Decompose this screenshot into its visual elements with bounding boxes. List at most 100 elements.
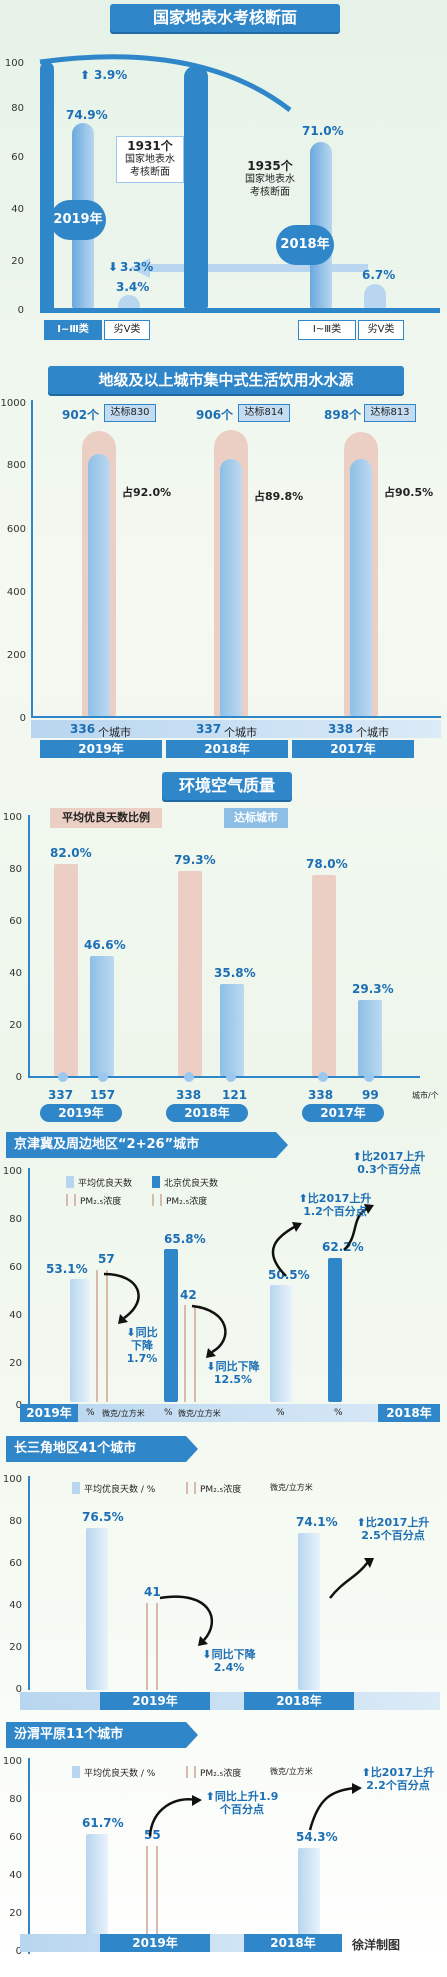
s6-bar-2018-pct <box>298 1848 320 1952</box>
s6-val-pm2019: 55 <box>144 1828 161 1842</box>
s5-tick-100: 100 <box>2 1474 22 1485</box>
s3-year-2018: 2018年 <box>166 1104 248 1122</box>
s3-count-2019-b: 157 <box>90 1088 116 1102</box>
s4-unit-2018-bjpct: % <box>334 1408 343 1418</box>
s4-legend-d: PM₂.₅浓度 <box>166 1197 208 1207</box>
s6-bar-2019-pm <box>146 1846 158 1952</box>
s5-year-2019: 2019年 <box>100 1692 210 1710</box>
s3-tick-20: 20 <box>9 1020 22 1031</box>
s3-dot-2019-b <box>98 1072 108 1082</box>
s2-tick-800: 800 <box>6 460 26 471</box>
s5-up-l1: ⬆比2017上升 <box>350 1516 436 1529</box>
s2-tick-1000: 1000 <box>0 398 26 409</box>
s3-title: 环境空气质量 <box>162 772 292 800</box>
s1-up-arrow-icon: ⬆ <box>80 68 91 82</box>
s6-up2-l2: 2.2个百分点 <box>366 1779 430 1792</box>
s3-val-2018-a: 79.3% <box>174 853 216 867</box>
s4-x-strip <box>20 1404 440 1422</box>
s5-legend-b: PM₂.₅浓度 <box>200 1485 242 1495</box>
s3-count-2017-b: 99 <box>362 1088 379 1102</box>
s5-title: 长三角地区41个城市 <box>6 1436 198 1462</box>
s4-tick-80: 80 <box>9 1214 22 1225</box>
s4-year-2019: 2019年 <box>20 1404 78 1422</box>
s1-note-2018-l2: 国家地表水 <box>245 174 295 185</box>
s2-std-2019: 达标830 <box>104 404 156 422</box>
s4-legend-c-swatch <box>66 1194 76 1206</box>
s4-val-2019-bj: 65.8% <box>164 1232 206 1246</box>
s4-unit-2018-pct: % <box>276 1408 285 1418</box>
s3-dot-2018-a <box>184 1072 194 1082</box>
s4-up1: ⬆比2017上升 1.2个百分点 <box>292 1192 378 1218</box>
s3-bar-2017-b <box>358 1000 382 1076</box>
s6-tick-60: 60 <box>9 1832 22 1843</box>
s4-bar-2019-bj <box>164 1249 178 1402</box>
s2-year-2018: 2018年 <box>166 740 288 758</box>
s3-tick-40: 40 <box>9 968 22 979</box>
s1-change-up: 3.9% <box>94 68 128 82</box>
s1-tick-0: 0 <box>17 305 24 316</box>
s1-badge-2018: 2018年 <box>276 225 334 265</box>
s1-val-2019-good: 74.9% <box>66 108 108 122</box>
s6-val-2019: 61.7% <box>82 1816 124 1830</box>
s5-bar-2018-pct <box>298 1533 320 1690</box>
s4-up1-l1-text: 比2017上升 <box>307 1192 372 1205</box>
s4-legend-b-swatch <box>152 1176 160 1188</box>
s5-val-2018: 74.1% <box>296 1515 338 1529</box>
s3-unit: 城市/个 <box>412 1091 439 1100</box>
s1-tick-80: 80 <box>11 103 24 114</box>
s1-note-2018: 1935个 国家地表水 考核断面 <box>234 160 306 199</box>
s5-val-pm2019: 41 <box>144 1585 161 1599</box>
s4-down2: ⬇同比下降 12.5% <box>198 1360 268 1386</box>
s5-up-l1-text: 比2017上升 <box>365 1516 430 1529</box>
s6-title: 汾渭平原11个城市 <box>6 1722 198 1748</box>
s2-std-2017: 达标813 <box>364 404 416 422</box>
s1-tick-40: 40 <box>11 204 24 215</box>
s4-down2-l2: 12.5% <box>213 1373 253 1386</box>
s6-up1: ⬆同比上升1.9 个百分点 <box>200 1790 284 1816</box>
s4-tick-60: 60 <box>9 1262 22 1273</box>
s4-legend-b: 北京优良天数 <box>164 1179 219 1189</box>
s3-val-2019-a: 82.0% <box>50 846 92 860</box>
s4-down1-l2: 下降 <box>131 1339 153 1352</box>
s6-y-axis <box>28 1758 30 1954</box>
s4-down1-l1: ⬇同比 <box>120 1326 164 1339</box>
s4-bar-2019-bjpm <box>184 1305 196 1402</box>
s1-note-2019-l3: 考核断面 <box>130 167 170 178</box>
s1-val-2018-good: 71.0% <box>302 124 344 138</box>
s2-bar-2019-std <box>88 454 110 716</box>
s4-up2-arrow-icon: ⬆ <box>352 1150 362 1163</box>
s1-note-2019-l1: 1931个 <box>127 139 173 153</box>
s3-count-2017-a: 338 <box>308 1088 334 1102</box>
s5-tick-0: 0 <box>15 1684 22 1695</box>
s2-year-2017: 2017年 <box>292 740 414 758</box>
s4-legend-c: PM₂.₅浓度 <box>80 1197 122 1207</box>
s1-down-arrow-icon: ⬇ <box>108 260 119 274</box>
s4-down1-l1-text: 同比 <box>135 1326 158 1339</box>
s4-unit-2019-pm: 微克/立方米 <box>102 1409 145 1418</box>
s6-legend-a: 平均优良天数 / % <box>84 1769 156 1779</box>
s4-bar-2018-pct <box>270 1285 292 1402</box>
s2-total-2019: 902个 <box>62 408 100 422</box>
s1-cat-bad-2018: 劣Ⅴ类 <box>358 320 404 340</box>
s6-up2-arrow-icon: ⬆ <box>361 1766 371 1779</box>
s1-badge-2019: 2019年 <box>50 200 106 240</box>
s2-title: 地级及以上城市集中式生活饮用水水源 <box>48 366 404 394</box>
s1-val-2018-bad: 6.7% <box>362 268 396 282</box>
s5-down-l1-text: 同比下降 <box>211 1648 256 1661</box>
s4-val-2019-pct: 53.1% <box>46 1262 88 1276</box>
s4-val-2019-pm: 57 <box>98 1252 115 1266</box>
s3-dot-2019-a <box>58 1072 68 1082</box>
s2-std-2018: 达标814 <box>238 404 290 422</box>
s1-bar-2019-bad <box>118 295 140 308</box>
s3-tick-0: 0 <box>15 1072 22 1083</box>
s6-legend-a-swatch <box>72 1766 80 1778</box>
s3-bar-2018-b <box>220 984 244 1076</box>
s1-cat-good-2018: Ⅰ~Ⅲ类 <box>298 320 356 340</box>
s4-legend-d-swatch <box>152 1194 162 1206</box>
s3-val-2017-b: 29.3% <box>352 982 394 996</box>
s4-bar-2018-bj <box>328 1258 342 1402</box>
s2-x-axis <box>31 716 441 718</box>
s3-tick-80: 80 <box>9 864 22 875</box>
